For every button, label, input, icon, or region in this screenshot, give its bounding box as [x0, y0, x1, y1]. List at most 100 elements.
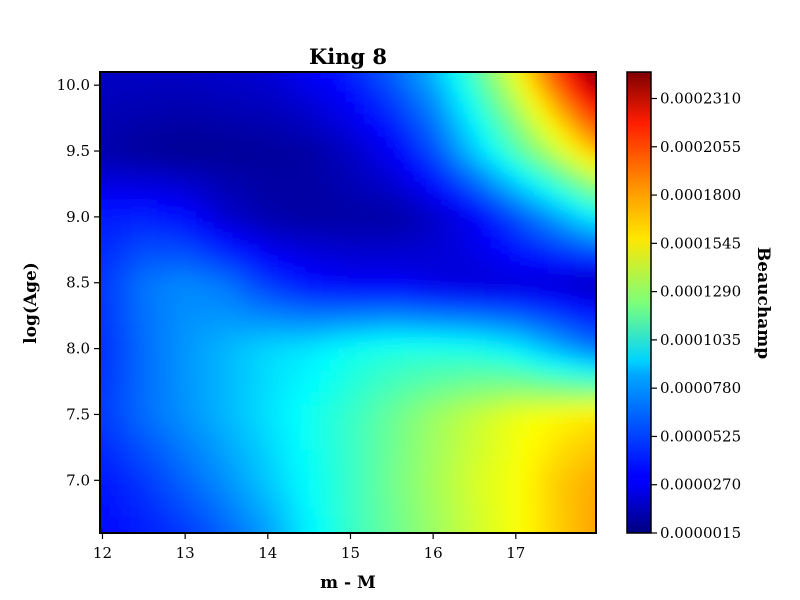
heatmap-cell: [275, 111, 286, 124]
heatmap-cell: [438, 302, 449, 315]
heatmap-cell: [284, 325, 295, 338]
heatmap-cell: [175, 493, 186, 506]
heatmap-cell: [320, 527, 331, 533]
heatmap-cell: [484, 280, 494, 293]
heatmap-cell: [329, 291, 340, 304]
heatmap-cell: [474, 201, 485, 214]
heatmap-cell: [338, 505, 349, 518]
heatmap-cell: [592, 156, 596, 169]
heatmap-cell: [447, 100, 458, 113]
heatmap-cell: [484, 44, 494, 56]
heatmap-cell: [465, 448, 476, 461]
heatmap-cell: [538, 257, 549, 270]
heatmap-cell: [502, 415, 512, 428]
heatmap-cell: [239, 111, 250, 124]
heatmap-cell: [429, 223, 440, 236]
heatmap-cell: [157, 415, 168, 428]
heatmap-cell: [185, 55, 195, 67]
heatmap-cell: [230, 448, 240, 461]
heatmap-cell: [320, 246, 331, 259]
heatmap-cell: [520, 122, 531, 135]
heatmap-cell: [493, 72, 503, 79]
heatmap-cell: [420, 178, 431, 191]
heatmap-cell: [438, 111, 449, 124]
heatmap-cell: [338, 347, 349, 360]
heatmap-cell: [447, 268, 458, 281]
heatmap-cell: [221, 280, 231, 293]
heatmap-cell: [202, 223, 213, 236]
heatmap-cell: [230, 460, 240, 473]
heatmap-cell: [311, 122, 322, 135]
heatmap-cell: [547, 313, 558, 326]
heatmap-cell: [502, 156, 512, 169]
heatmap-cell: [557, 561, 567, 573]
heatmap-cell: [130, 482, 141, 495]
heatmap-cell: [303, 33, 313, 45]
heatmap-cell: [275, 516, 286, 529]
heatmap-cell: [611, 258, 621, 270]
heatmap-cell: [248, 347, 259, 360]
heatmap-cell: [284, 77, 295, 90]
heatmap-cell: [166, 77, 177, 90]
heatmap-cell: [239, 516, 250, 529]
heatmap-cell: [257, 313, 268, 326]
heatmap-cell: [112, 516, 123, 529]
heatmap-cell: [284, 291, 295, 304]
heatmap-cell: [611, 325, 621, 337]
heatmap-cell: [293, 268, 304, 281]
heatmap-cell: [439, 44, 449, 56]
heatmap-cell: [393, 381, 404, 394]
heatmap-cell: [465, 415, 476, 428]
heatmap-cell: [103, 325, 114, 338]
heatmap-cell: [611, 516, 621, 528]
heatmap-cell: [194, 539, 204, 551]
heatmap-cell: [175, 178, 186, 191]
heatmap-cell: [529, 313, 540, 326]
heatmap-cell: [112, 291, 123, 304]
heatmap-cell: [140, 33, 150, 45]
heatmap-cell: [212, 111, 222, 124]
heatmap-cell: [302, 426, 313, 439]
heatmap-cell: [239, 280, 250, 293]
heatmap-cell: [275, 235, 286, 248]
heatmap-cell: [529, 302, 540, 315]
heatmap-cell: [420, 336, 431, 349]
heatmap-cell: [348, 246, 358, 259]
heatmap-cell: [375, 223, 386, 236]
heatmap-cell: [474, 223, 485, 236]
heatmap-cell: [502, 336, 512, 349]
heatmap-cell: [100, 325, 104, 338]
heatmap-cell: [202, 437, 213, 450]
heatmap-cell: [212, 460, 222, 473]
heatmap-cell: [130, 212, 141, 225]
heatmap-cell: [311, 156, 322, 169]
heatmap-cell: [538, 44, 548, 56]
heatmap-cell: [602, 336, 612, 348]
heatmap-cell: [175, 448, 186, 461]
heatmap-cell: [248, 381, 259, 394]
heatmap-cell: [375, 167, 386, 180]
heatmap-cell: [547, 156, 558, 169]
heatmap-cell: [184, 415, 195, 428]
heatmap-cell: [366, 347, 376, 360]
heatmap-cell: [447, 493, 458, 506]
heatmap-cell: [457, 550, 467, 562]
heatmap-cell: [266, 77, 277, 90]
heatmap-cell: [348, 448, 358, 461]
heatmap-cell: [311, 392, 322, 405]
heatmap-cell: [457, 539, 467, 551]
heatmap-cell: [429, 122, 440, 135]
y-tick-label: 10.0: [57, 76, 90, 94]
heatmap-cell: [329, 471, 340, 484]
heatmap-cell: [184, 122, 195, 135]
plot-frame: [99, 71, 597, 534]
heatmap-cell: [357, 370, 367, 383]
heatmap-cell: [175, 100, 186, 113]
heatmap-cell: [584, 539, 594, 551]
heatmap-cell: [565, 201, 576, 214]
heatmap-cell: [447, 527, 458, 533]
heatmap-cell: [583, 145, 594, 158]
heatmap-cell: [420, 201, 431, 214]
heatmap-cell: [148, 246, 159, 259]
heatmap-cell: [583, 336, 594, 349]
